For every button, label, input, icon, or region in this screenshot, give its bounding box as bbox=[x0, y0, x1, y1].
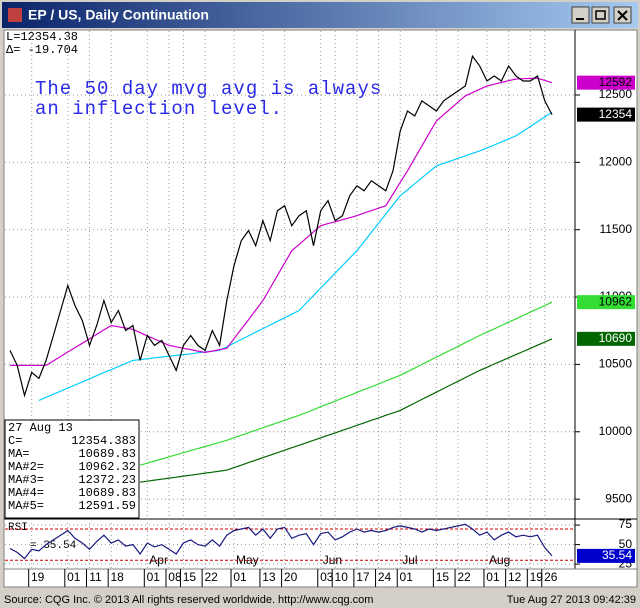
app-icon bbox=[8, 8, 22, 22]
x-tick-label: 13 bbox=[262, 570, 276, 584]
x-tick-label: 22 bbox=[457, 570, 471, 584]
x-tick-label: 11 bbox=[89, 570, 102, 584]
icon bbox=[595, 10, 606, 20]
icon bbox=[617, 10, 628, 21]
end-label-badge bbox=[577, 295, 635, 310]
info-value: 12372.23 bbox=[78, 473, 136, 487]
x-tick-label: 18 bbox=[110, 570, 124, 584]
info-key: C= bbox=[8, 434, 22, 448]
rsi-label: RSI bbox=[8, 522, 28, 534]
end-label-badge bbox=[577, 107, 635, 122]
x-axis-strip bbox=[3, 568, 638, 588]
end-label-badge bbox=[577, 548, 635, 563]
series-line bbox=[139, 301, 553, 466]
y-tick-label: 10500 bbox=[599, 357, 633, 371]
header-delta: Δ= -19.704 bbox=[6, 43, 78, 57]
info-value: 10962.32 bbox=[78, 460, 136, 474]
x-tick-label: 01 bbox=[400, 570, 414, 584]
series-line bbox=[10, 77, 553, 366]
y-tick-label: 75 bbox=[619, 517, 633, 531]
info-value: 12354.383 bbox=[71, 434, 136, 448]
annotation: an inflection level. bbox=[35, 98, 283, 120]
x-tick-label: 01 bbox=[147, 570, 161, 584]
x-tick-label: 01 bbox=[486, 570, 500, 584]
window-buttons[interactable] bbox=[571, 6, 632, 24]
annotation: The 50 day mvg avg is always bbox=[35, 78, 382, 100]
x-tick-label: 17 bbox=[356, 570, 370, 584]
maximize-button[interactable] bbox=[591, 6, 610, 24]
x-tick-label: 24 bbox=[378, 570, 392, 584]
end-label: 12592 bbox=[599, 75, 633, 89]
x-tick-label: 20 bbox=[284, 570, 298, 584]
y-tick-label: 11500 bbox=[600, 222, 633, 236]
end-label: 35.54 bbox=[602, 548, 632, 562]
info-box bbox=[4, 419, 140, 519]
x-tick-label: 01 bbox=[233, 570, 247, 584]
y-tick-label: 9500 bbox=[605, 491, 632, 505]
end-label-badge bbox=[577, 75, 635, 90]
x-tick-label: 22 bbox=[204, 570, 218, 584]
series-line bbox=[9, 523, 553, 560]
end-label-badge bbox=[577, 331, 635, 346]
y-tick-label: 12500 bbox=[599, 87, 633, 101]
info-key: MA#5= bbox=[8, 499, 44, 513]
x-tick-label: 15 bbox=[183, 570, 197, 584]
info-key: MA#3= bbox=[8, 473, 44, 487]
info-key: MA= bbox=[8, 447, 30, 461]
x-tick-label: 26 bbox=[544, 570, 558, 584]
x-tick-label: 12 bbox=[508, 570, 522, 584]
title-bar bbox=[2, 2, 638, 28]
info-value: 12591.59 bbox=[78, 499, 136, 513]
x-tick-label: 03 bbox=[320, 570, 334, 584]
x-tick-label: 01 bbox=[67, 570, 81, 584]
series-line bbox=[9, 54, 553, 398]
minimize-button[interactable] bbox=[571, 6, 590, 24]
x-tick-label: 15 bbox=[436, 570, 450, 584]
series-line bbox=[38, 111, 553, 401]
y-tick-label: 50 bbox=[619, 537, 633, 551]
info-key: MA#2= bbox=[8, 460, 44, 474]
status-time: Tue Aug 27 2013 09:42:39 bbox=[507, 594, 636, 606]
info-date: 27 Aug 13 bbox=[8, 421, 73, 435]
x-tick-label: 08 bbox=[168, 570, 182, 584]
status-source: Source: CQG Inc. © 2013 All rights reser… bbox=[4, 594, 373, 606]
header-last: L=12354.38 bbox=[6, 30, 78, 44]
end-label: 10962 bbox=[599, 294, 633, 308]
x-tick-label: 19 bbox=[530, 570, 544, 584]
x-tick-label: 10 bbox=[335, 570, 349, 584]
x-tick-label: 19 bbox=[31, 570, 45, 584]
y-tick-label: 12000 bbox=[599, 155, 633, 169]
info-value: 10689.83 bbox=[78, 486, 136, 500]
window-title: EP / US, Daily Continuation bbox=[28, 7, 209, 23]
series-line bbox=[140, 338, 553, 483]
info-value: 10689.83 bbox=[78, 447, 136, 461]
info-key: MA#4= bbox=[8, 486, 44, 500]
month-label: Aug bbox=[489, 553, 510, 567]
y-tick-label: 10000 bbox=[599, 424, 633, 438]
end-label: 10690 bbox=[599, 331, 633, 345]
end-label: 12354 bbox=[599, 107, 633, 121]
